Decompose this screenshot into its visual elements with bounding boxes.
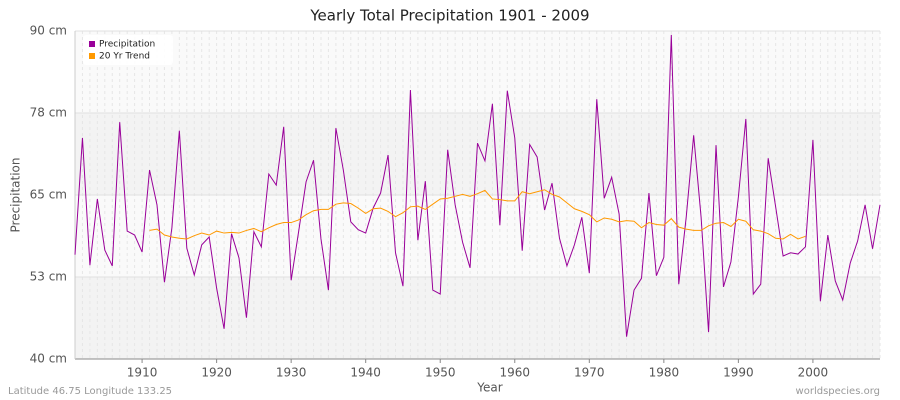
y-tick-label: 53 cm bbox=[30, 270, 67, 284]
footer-left: Latitude 46.75 Longitude 133.25 bbox=[8, 386, 172, 397]
x-tick-label: 1950 bbox=[425, 366, 456, 380]
x-tick-label: 1970 bbox=[574, 366, 605, 380]
x-axis-label: Year bbox=[476, 381, 502, 395]
x-tick-label: 1930 bbox=[276, 366, 307, 380]
y-axis-label: Precipitation bbox=[9, 157, 23, 232]
x-tick-label: 2000 bbox=[798, 366, 829, 380]
x-tick-label: 1910 bbox=[127, 366, 158, 380]
x-tick-label: 1960 bbox=[499, 366, 530, 380]
legend-swatch bbox=[89, 53, 95, 59]
legend-box bbox=[83, 35, 173, 65]
legend-label: 20 Yr Trend bbox=[99, 52, 150, 62]
x-tick-label: 1980 bbox=[649, 366, 680, 380]
y-tick-label: 65 cm bbox=[30, 188, 67, 202]
y-tick-label: 40 cm bbox=[30, 352, 67, 366]
y-tick-label: 90 cm bbox=[30, 24, 67, 38]
chart-title: Yearly Total Precipitation 1901 - 2009 bbox=[309, 7, 589, 25]
y-tick-label: 78 cm bbox=[30, 106, 67, 120]
series-line bbox=[74, 34, 881, 337]
legend-swatch bbox=[89, 41, 95, 47]
footer-right: worldspecies.org bbox=[796, 386, 880, 397]
x-tick-label: 1990 bbox=[723, 366, 754, 380]
x-tick-label: 1920 bbox=[201, 366, 232, 380]
x-tick-label: 1940 bbox=[350, 366, 381, 380]
series-line bbox=[149, 189, 806, 240]
legend-label: Precipitation bbox=[99, 40, 155, 50]
